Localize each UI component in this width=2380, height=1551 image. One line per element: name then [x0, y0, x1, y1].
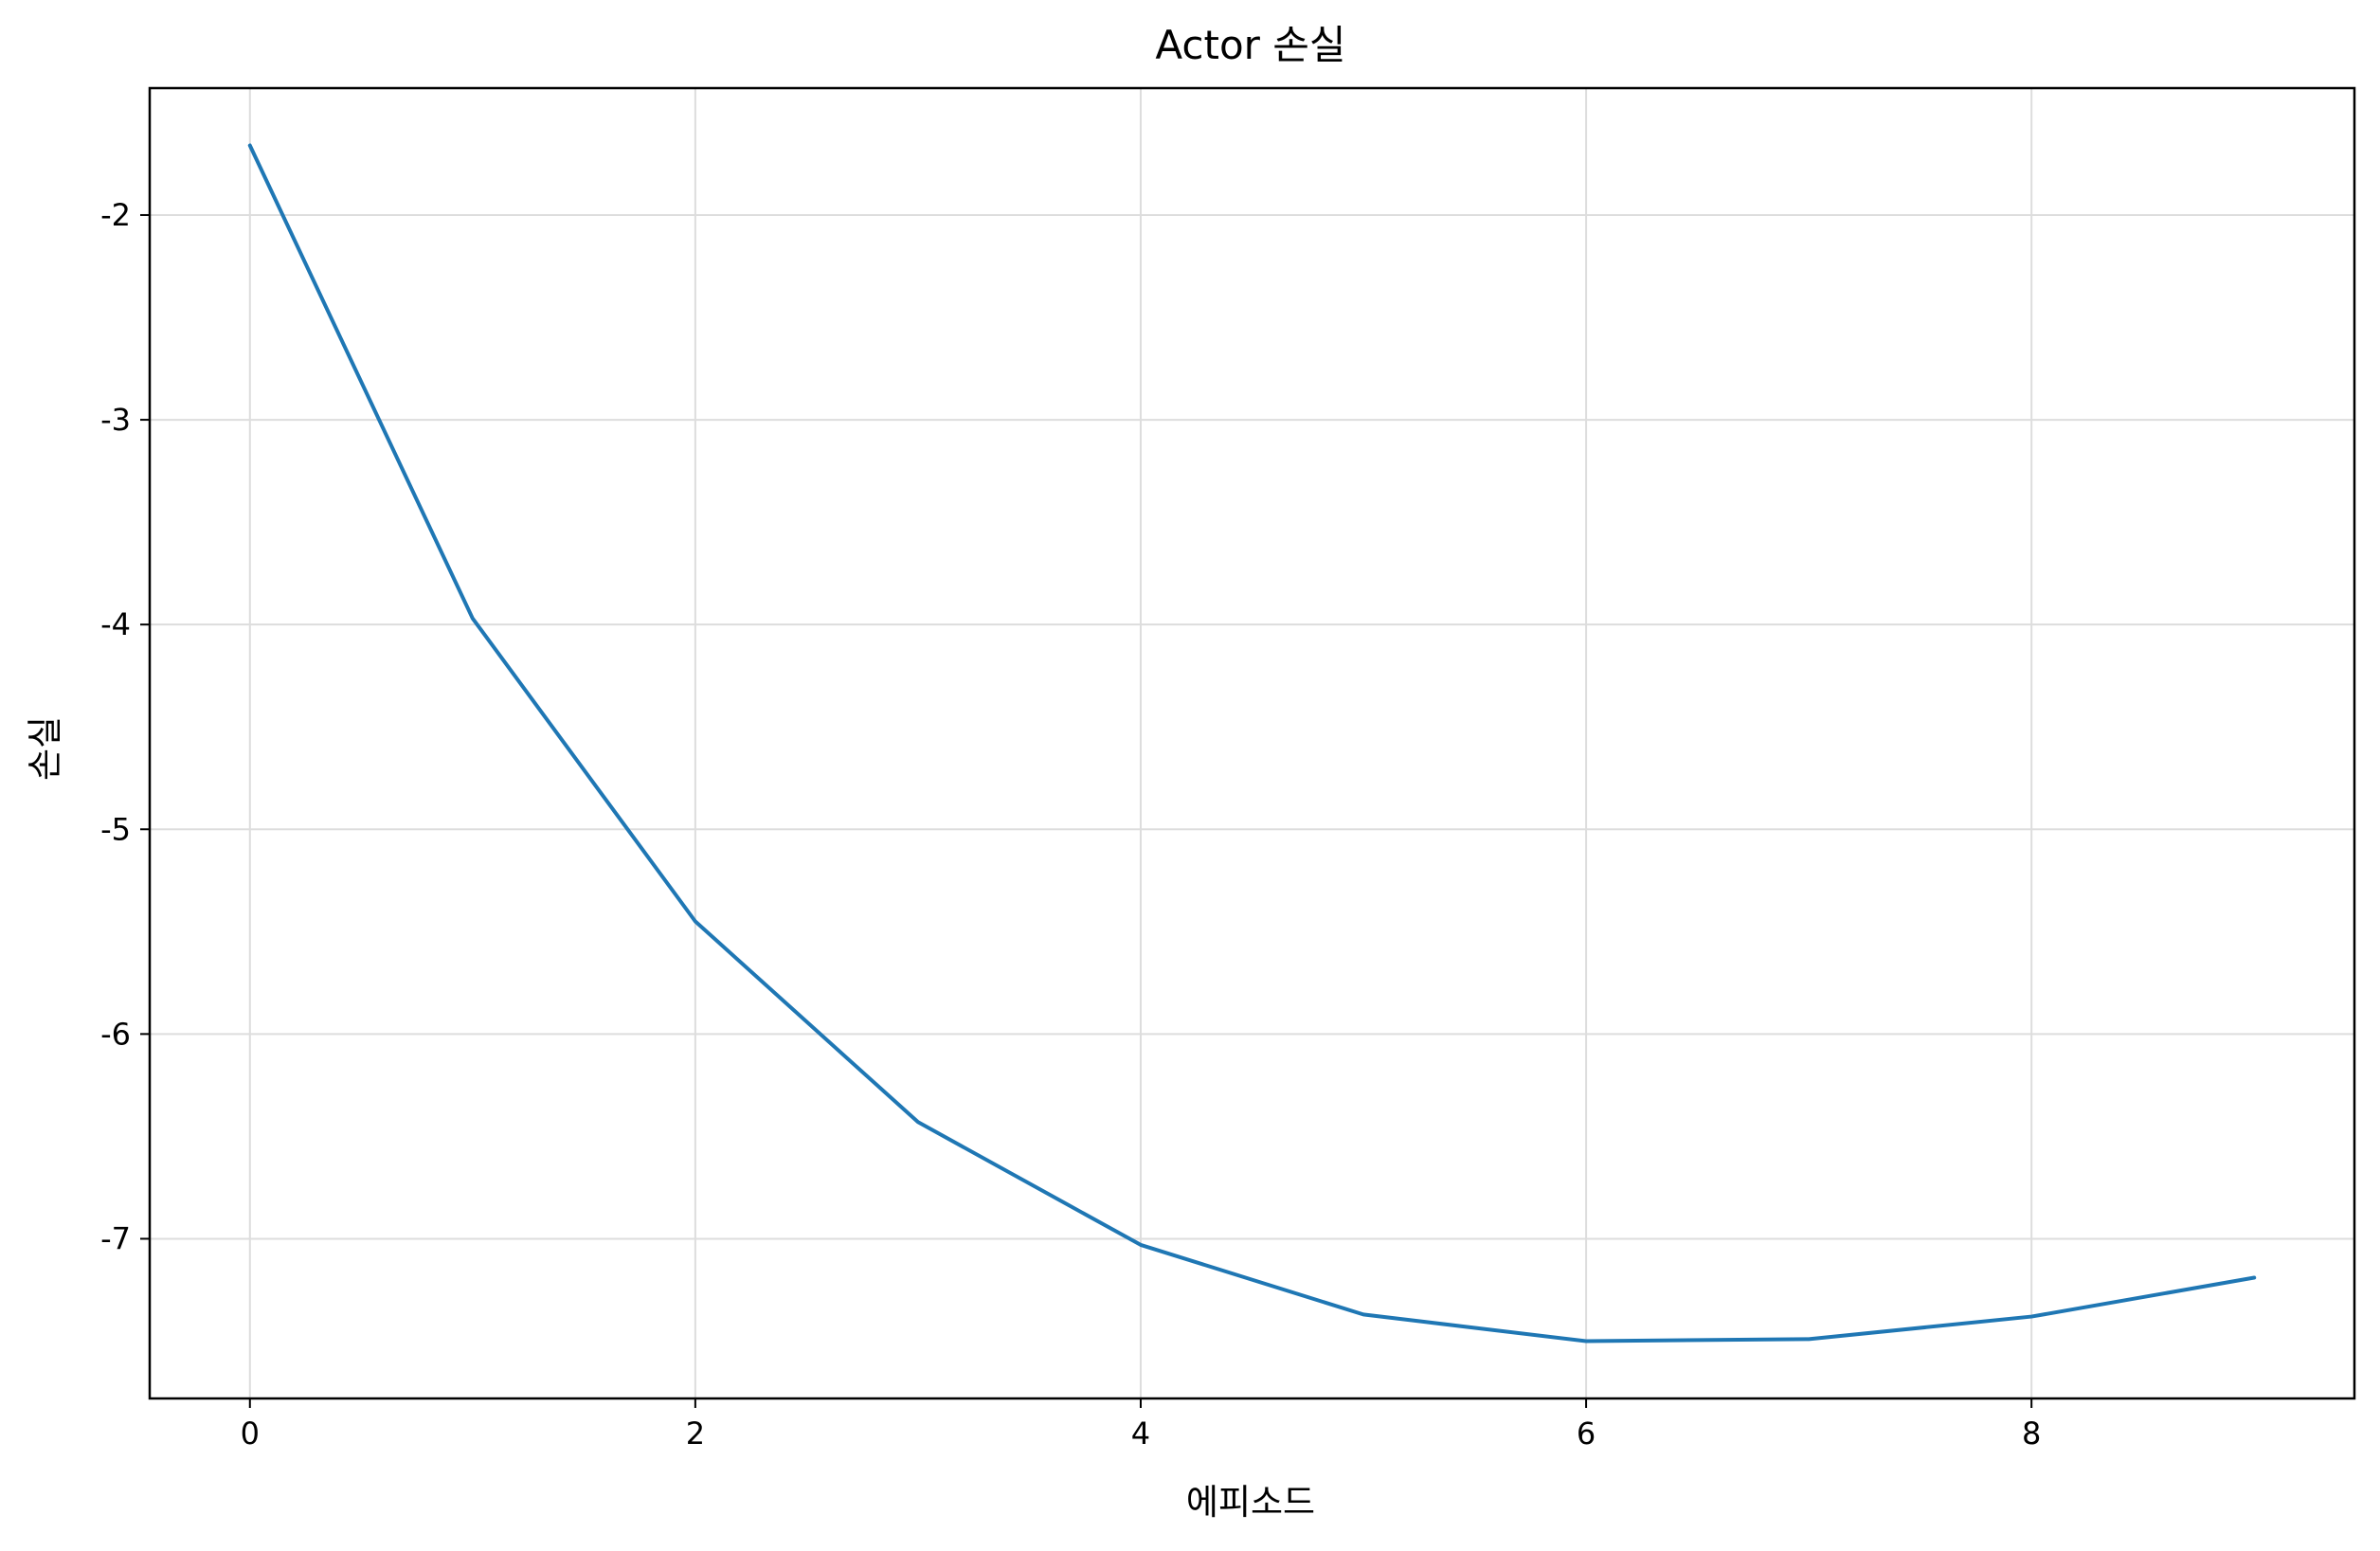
series-line — [247, 143, 2257, 1344]
y-tick-label: -2 — [100, 197, 131, 233]
y-tick-label: -3 — [100, 402, 131, 438]
y-axis-label: 손실 — [25, 716, 65, 781]
grid — [150, 88, 2354, 1398]
series-layer — [247, 143, 2257, 1344]
chart-title: Actor 손실 — [1155, 22, 1345, 68]
ticks: 0 2 4 6 8 -2 -3 -4 -5 -6 -7 — [100, 197, 2041, 1452]
y-tick-label: -6 — [100, 1016, 131, 1052]
x-tick-label: 8 — [2022, 1416, 2041, 1452]
x-tick-label: 4 — [1131, 1416, 1150, 1452]
x-axis-label: 에피소드 — [1186, 1482, 1315, 1523]
y-tick-label: -5 — [100, 811, 131, 847]
x-tick-label: 0 — [241, 1416, 260, 1452]
x-tick-label: 2 — [686, 1416, 705, 1452]
y-tick-label: -4 — [100, 606, 131, 642]
y-tick-label: -7 — [100, 1220, 131, 1256]
x-tick-label: 6 — [1577, 1416, 1596, 1452]
plot-frame — [148, 86, 2356, 1400]
